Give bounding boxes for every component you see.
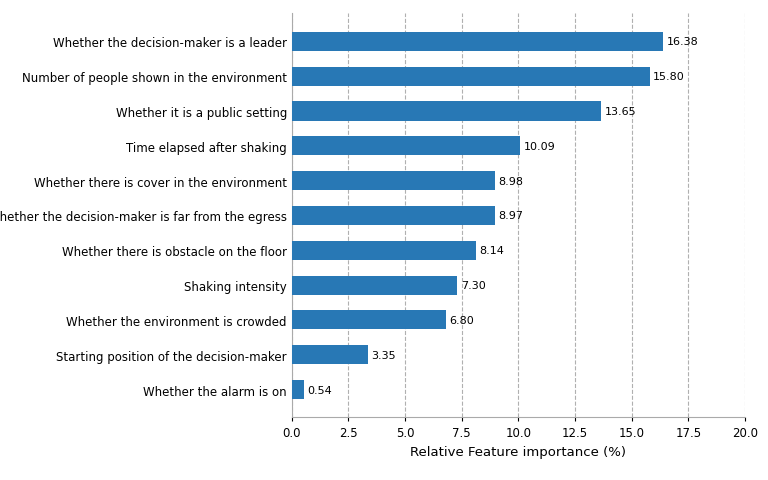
Text: 15.80: 15.80 <box>654 72 685 82</box>
Bar <box>292 102 601 121</box>
Text: 8.97: 8.97 <box>498 211 524 221</box>
Text: 10.09: 10.09 <box>524 142 555 152</box>
Bar <box>292 68 650 86</box>
Bar <box>292 137 521 156</box>
Text: 6.80: 6.80 <box>449 315 474 325</box>
Text: 3.35: 3.35 <box>371 350 396 360</box>
Bar <box>292 33 663 52</box>
Bar <box>292 311 446 330</box>
Bar <box>292 172 495 191</box>
Text: 16.38: 16.38 <box>667 37 698 47</box>
X-axis label: Relative Feature importance (%): Relative Feature importance (%) <box>410 445 627 458</box>
Bar <box>292 206 495 226</box>
Bar <box>292 380 304 399</box>
Text: 8.98: 8.98 <box>498 176 524 186</box>
Text: 13.65: 13.65 <box>604 107 636 117</box>
Text: 7.30: 7.30 <box>461 280 485 290</box>
Text: 0.54: 0.54 <box>307 385 333 395</box>
Bar <box>292 241 476 260</box>
Text: 8.14: 8.14 <box>480 246 505 256</box>
Bar <box>292 276 457 295</box>
Bar <box>292 346 368 364</box>
